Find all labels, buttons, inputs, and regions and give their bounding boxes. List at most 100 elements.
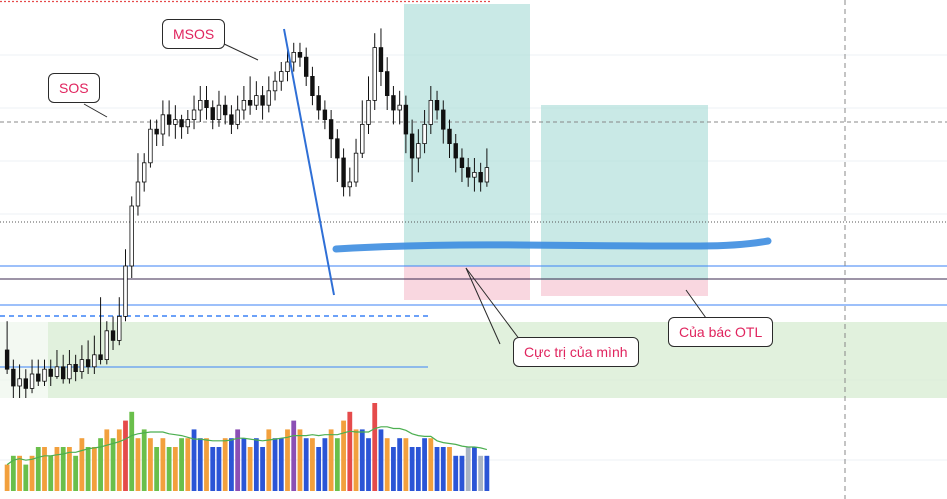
volume-bar [210,447,216,491]
drawings [83,28,772,345]
volume-bar [67,447,72,491]
volume-bar [322,438,328,491]
volume-bar [310,438,315,491]
volume-bar [291,420,297,491]
candle-body [397,104,402,111]
candle-body [11,368,16,387]
annotation-msos: MSOS [162,19,226,49]
candle-body [335,138,340,159]
candle-body [322,109,328,120]
candle-body [453,143,458,159]
candle-body [67,363,72,380]
candle-body [92,354,97,368]
candle-body [328,119,334,140]
volume-bar [478,455,484,491]
volume-bar [23,464,29,491]
candle-body [23,378,29,389]
volume-bar [123,420,128,491]
volume-bar [316,447,322,491]
candle-body [48,368,53,377]
stop-zone-2 [541,280,708,296]
target-zone-2 [541,105,708,280]
volume-bar [135,438,141,491]
volume-bar [60,447,66,491]
candle-body [4,349,10,370]
candle-body [154,128,159,135]
candle-body [104,330,110,360]
candle-body [266,90,272,106]
volume-bar [172,447,178,491]
volume-bar [359,429,365,491]
volume-bar [384,438,390,491]
volume-bar [253,438,259,491]
volume-bar [347,411,353,491]
annotation-sos: SOS [48,73,100,103]
volume-bar [397,438,403,491]
candle-body [29,373,35,389]
candle-body [279,71,284,82]
candle-body [434,100,440,111]
volume-bar [222,438,228,491]
volume-bar [303,438,309,491]
candle-body [198,100,203,111]
volume-bar [297,429,303,491]
candle-body [185,119,191,128]
candle-body [272,80,278,92]
candle-body [484,167,490,183]
candle-body [353,152,359,183]
candle-body [459,157,465,169]
volume-bar [91,447,97,491]
candle-body [316,95,321,111]
volume-bar [73,455,79,491]
candle-body [204,100,209,109]
candle-body [235,109,240,125]
volume-bar [229,438,234,491]
callout-pointer-otl [685,289,707,319]
volume-bar [434,447,440,491]
volume-bar [440,447,446,491]
volume-bar [17,455,22,491]
callout-pointer-sos [83,103,108,118]
candle-body [79,359,85,373]
volume-bar [160,438,166,491]
candle-body [416,143,421,159]
volume-bar [110,438,116,491]
volume-bar [35,447,41,491]
callout-pointer-msos [221,42,259,61]
candle-body [110,330,116,341]
candle-body [173,119,178,125]
volume-bar [104,429,110,491]
candle-body [384,71,390,96]
volume-bar [10,455,16,491]
volume-bar [216,447,222,491]
volume-bar [465,447,471,491]
candle-body [285,61,290,72]
candles [4,28,490,398]
volume-bar [29,455,35,491]
stop-zone-1 [404,266,530,300]
volume-bar [391,447,396,491]
candle-body [409,133,415,159]
volume-bar [129,411,135,491]
candle-body [391,95,396,111]
candle-body [441,109,446,130]
volume-bar [185,438,191,491]
annotation-cua-bac-otl: Của bác OTL [668,317,774,347]
hand-drawn-line [332,237,772,253]
candle-body [54,366,60,377]
volume-bar [154,447,160,491]
volume-bar [366,438,371,491]
volume-bar [247,447,253,491]
volume-bar [166,447,172,491]
volume-bar [285,429,290,491]
volume-bar [179,438,184,491]
candle-body [166,114,172,125]
candle-body [291,52,296,63]
trend-line [283,28,335,296]
candle-body [135,181,141,207]
volume-bar [85,447,91,491]
candle-body [210,107,215,120]
volume-bar [428,438,434,491]
volume-bar [372,403,378,491]
